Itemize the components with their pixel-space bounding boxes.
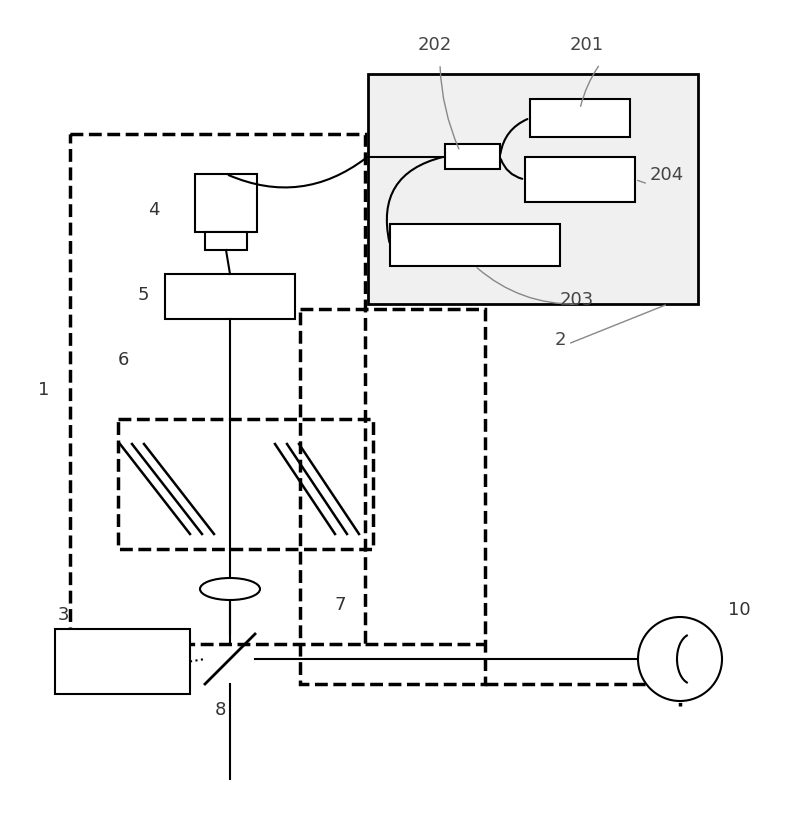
- Bar: [390, 224, 560, 267]
- Text: 201: 201: [570, 36, 604, 54]
- Text: 204: 204: [650, 166, 684, 184]
- Text: 202: 202: [418, 36, 452, 54]
- Bar: [70, 135, 365, 644]
- Circle shape: [638, 617, 722, 701]
- Ellipse shape: [200, 578, 260, 600]
- Text: 2: 2: [555, 330, 566, 349]
- Text: 203: 203: [560, 291, 594, 309]
- Text: 7: 7: [335, 595, 346, 614]
- Bar: [165, 275, 295, 320]
- Text: 6: 6: [118, 350, 130, 368]
- Text: 10: 10: [728, 600, 750, 619]
- Bar: [445, 145, 500, 170]
- Bar: [525, 158, 635, 203]
- Bar: [118, 420, 373, 549]
- Text: 5: 5: [138, 286, 150, 304]
- Bar: [368, 75, 698, 305]
- Bar: [205, 233, 247, 251]
- Text: 8: 8: [215, 700, 226, 718]
- Bar: [530, 100, 630, 137]
- Text: 3: 3: [58, 605, 70, 623]
- Bar: [300, 310, 485, 684]
- Bar: [55, 629, 190, 694]
- Text: 4: 4: [148, 200, 159, 219]
- Bar: [195, 175, 257, 233]
- Text: 1: 1: [38, 381, 50, 398]
